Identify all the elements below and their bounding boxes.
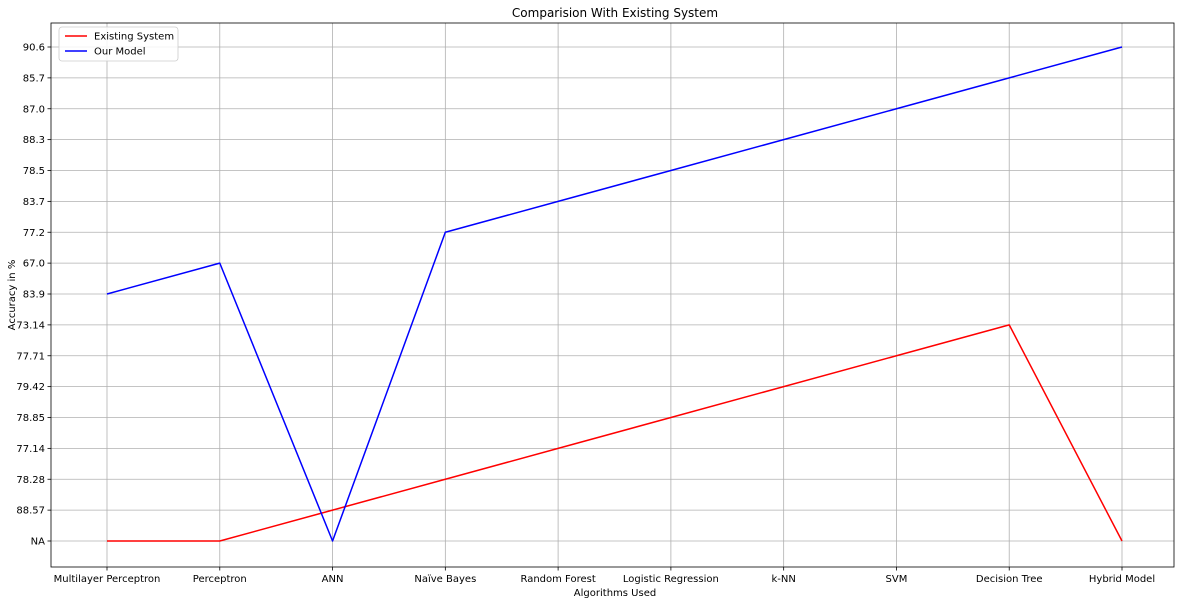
x-tick-label: Decision Tree <box>976 574 1043 585</box>
y-tick-label: 88.57 <box>16 506 45 517</box>
y-tick-label: 77.14 <box>16 444 45 455</box>
series-lines <box>106 46 1123 542</box>
x-tick-label: k-NN <box>771 574 795 585</box>
legend-box <box>58 26 179 62</box>
y-tick-label: 78.85 <box>16 413 45 424</box>
x-axis-ticks: Multilayer Perceptron Perceptron ANN Naïve … <box>54 567 1155 585</box>
legend-label-existing-system: Existing System <box>94 32 174 43</box>
x-axis-label: Algorithms Used <box>574 588 656 599</box>
x-tick-label: Naïve Bayes <box>414 574 476 585</box>
plot-area <box>50 22 1175 568</box>
chart-title: Comparision With Existing System <box>512 6 718 20</box>
legend-label-our-model: Our Model <box>94 47 146 58</box>
series-line-existing-system <box>107 324 1123 542</box>
series-line-our-model <box>106 46 1123 542</box>
y-tick-label: 83.9 <box>23 290 45 301</box>
y-tick-label: 90.6 <box>23 43 45 54</box>
y-axis-label: Accuracy in % <box>7 260 18 331</box>
y-tick-label: 78.5 <box>23 166 45 177</box>
y-tick-label: 87.0 <box>23 104 45 115</box>
legend: Existing System Our Model <box>58 26 179 62</box>
x-tick-label: Random Forest <box>520 574 595 585</box>
y-axis-ticks: NA 88.57 78.28 77.14 78.85 79.42 77.71 73.14 83.… <box>16 43 51 548</box>
x-tick-label: Logistic Regression <box>623 574 719 585</box>
x-tick-label: SVM <box>886 574 908 585</box>
x-tick-label: ANN <box>322 574 344 585</box>
y-tick-label: 79.42 <box>16 382 45 393</box>
y-tick-label: 85.7 <box>23 73 45 84</box>
x-tick-label: Hybrid Model <box>1089 574 1155 585</box>
y-tick-label: 73.14 <box>16 320 45 331</box>
x-tick-label: Perceptron <box>193 574 247 585</box>
y-tick-label: 77.71 <box>16 351 45 362</box>
y-tick-label: 67.0 <box>23 259 45 270</box>
y-tick-label: 77.2 <box>23 228 45 239</box>
y-tick-label: 88.3 <box>23 135 45 146</box>
x-tick-label: Multilayer Perceptron <box>54 574 161 585</box>
y-tick-label: 83.7 <box>23 197 45 208</box>
y-tick-label: 78.28 <box>16 475 45 486</box>
grid <box>51 23 1174 567</box>
y-tick-label: NA <box>31 537 45 548</box>
